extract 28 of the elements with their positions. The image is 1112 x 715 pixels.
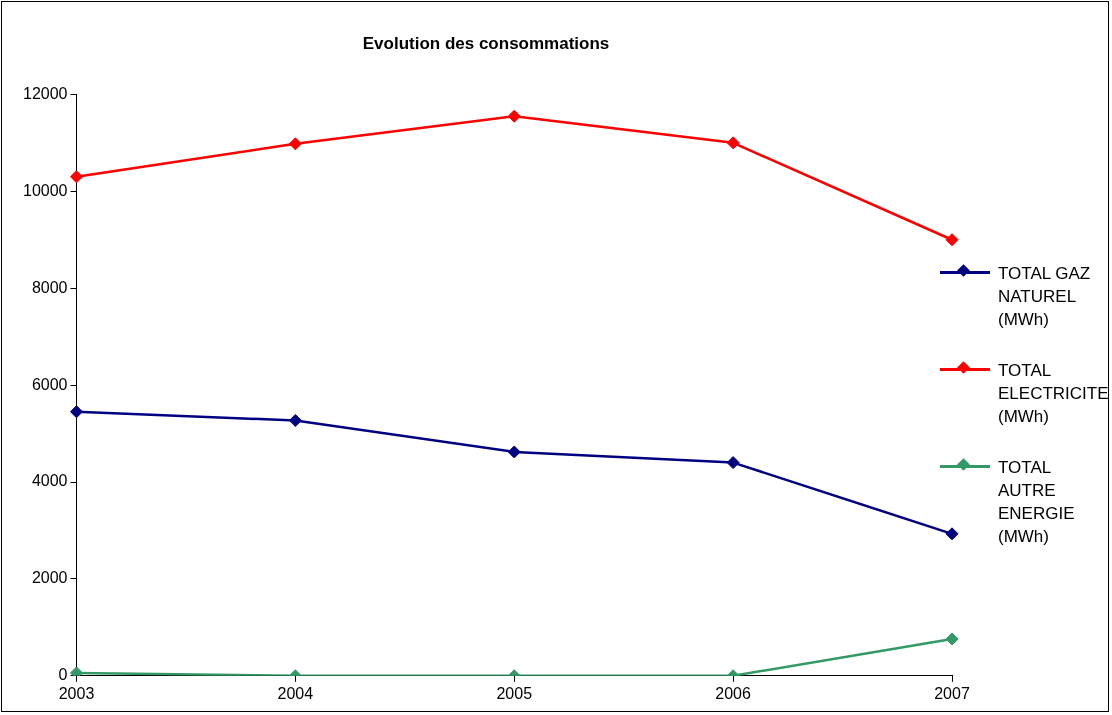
y-tick-label: 12000 [22, 84, 68, 102]
legend-label: TOTAL AUTRE ENERGIE (MWh) [998, 457, 1076, 548]
point [726, 136, 740, 150]
x-tick-label: 2006 [715, 684, 752, 702]
y-tick-label: 4000 [31, 472, 68, 490]
y-tick-label: 8000 [31, 278, 68, 296]
point [507, 445, 521, 459]
point [69, 405, 83, 419]
point [69, 170, 83, 184]
point [945, 233, 959, 247]
x-tick-label: 2003 [58, 684, 95, 702]
point [945, 632, 959, 646]
legend-label: TOTAL ELECTRICITE (MWh) [998, 360, 1109, 428]
legend-label: TOTAL GAZ NATUREL (MWh) [998, 263, 1092, 331]
x-tick-label: 2005 [496, 684, 533, 702]
y-tick-label: 6000 [31, 375, 68, 393]
point [288, 413, 302, 427]
point [288, 137, 302, 151]
y-tick-label: 0 [58, 666, 68, 684]
point [945, 527, 959, 541]
chart-title: Evolution des consommations [362, 33, 610, 53]
y-tick-label: 2000 [31, 569, 68, 587]
point [726, 456, 740, 470]
point [507, 109, 521, 123]
y-tick-label: 10000 [22, 181, 68, 199]
x-tick-label: 2007 [934, 684, 970, 702]
x-tick-label: 2004 [277, 684, 314, 702]
point [69, 666, 83, 676]
